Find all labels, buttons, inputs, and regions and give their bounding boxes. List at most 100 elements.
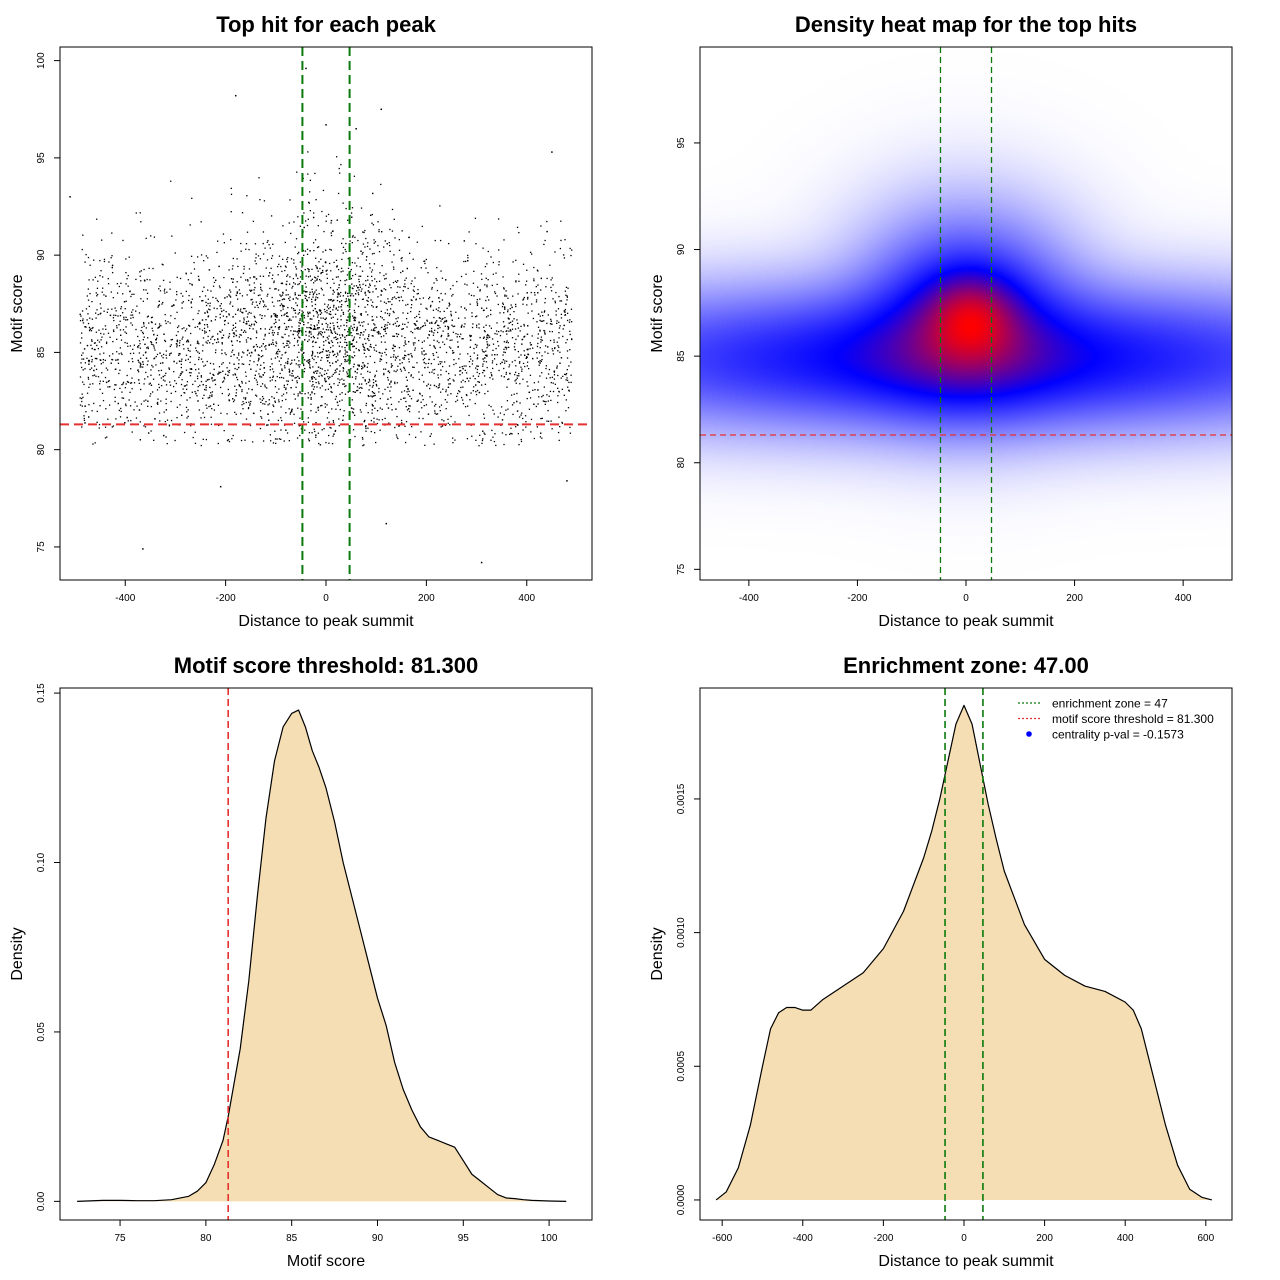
- scatter-point: [337, 192, 340, 195]
- scatter-point: [277, 353, 279, 355]
- scatter-point: [284, 265, 287, 267]
- scatter-point: [490, 327, 493, 329]
- scatter-point: [500, 330, 502, 332]
- scatter-point: [123, 316, 125, 318]
- scatter-point: [369, 343, 372, 346]
- scatter-point: [154, 418, 156, 420]
- scatter-point: [200, 444, 202, 447]
- scatter-point: [325, 380, 327, 383]
- scatter-point: [91, 327, 93, 330]
- scatter-point: [285, 398, 287, 401]
- scatter-point: [238, 384, 240, 386]
- scatter-point: [329, 346, 332, 349]
- scatter-point: [147, 405, 149, 407]
- scatter-point: [380, 310, 382, 312]
- scatter-point: [210, 320, 213, 322]
- scatter-point: [293, 262, 295, 264]
- scatter-point: [299, 364, 301, 366]
- scatter-point: [81, 332, 83, 334]
- scatter-point: [405, 420, 408, 423]
- scatter-point: [544, 239, 546, 242]
- scatter-point: [132, 360, 134, 363]
- scatter-point: [433, 443, 435, 445]
- scatter-point: [543, 386, 545, 388]
- scatter-point: [277, 350, 279, 353]
- scatter-point: [392, 266, 395, 268]
- scatter-point: [165, 357, 168, 359]
- scatter-point: [208, 329, 211, 332]
- scatter-point: [220, 303, 222, 305]
- scatter-point: [337, 384, 339, 386]
- scatter-point: [483, 417, 486, 419]
- scatter-point: [510, 321, 512, 324]
- scatter-point: [547, 352, 549, 354]
- scatter-point: [469, 399, 471, 401]
- scatter-point: [272, 339, 274, 341]
- scatter-point: [342, 415, 345, 417]
- scatter-point: [228, 362, 231, 364]
- scatter-point: [320, 334, 323, 336]
- scatter-point: [313, 336, 315, 339]
- scatter-point: [383, 372, 385, 375]
- scatter-point: [287, 294, 289, 296]
- scatter-point: [292, 298, 294, 300]
- scatter-point: [87, 359, 90, 362]
- scatter-point: [373, 421, 375, 423]
- scatter-point: [303, 314, 305, 317]
- scatter-point: [152, 330, 154, 332]
- scatter-point: [230, 278, 233, 280]
- scatter-point: [138, 379, 140, 381]
- scatter-point: [189, 224, 191, 226]
- scatter-point: [79, 319, 82, 322]
- scatter-point: [178, 376, 180, 379]
- scatter-point: [310, 403, 312, 405]
- scatter-point: [263, 372, 266, 374]
- scatter-point: [222, 233, 225, 235]
- scatter-point: [420, 431, 422, 433]
- scatter-point: [104, 437, 107, 439]
- scatter-point: [378, 331, 380, 334]
- scatter-point: [423, 340, 425, 342]
- scatter-point: [248, 311, 250, 314]
- scatter-point: [425, 258, 428, 261]
- x-tick-label: 0: [323, 593, 329, 604]
- scatter-point: [520, 440, 523, 443]
- scatter-point: [235, 413, 237, 415]
- scatter-point: [320, 317, 322, 319]
- scatter-point: [491, 354, 493, 356]
- scatter-point: [554, 383, 556, 386]
- scatter-point: [532, 357, 534, 360]
- scatter-point: [570, 308, 573, 310]
- scatter-point: [335, 308, 337, 310]
- scatter-point: [88, 359, 90, 362]
- scatter-point: [99, 388, 101, 390]
- scatter-point: [351, 407, 353, 410]
- scatter-point: [337, 359, 339, 361]
- scatter-point: [231, 351, 233, 353]
- scatter-point: [220, 412, 222, 414]
- scatter-point: [142, 366, 144, 368]
- scatter-point: [368, 286, 370, 288]
- scatter-point: [566, 295, 568, 297]
- density-area: [77, 710, 567, 1202]
- scatter-point: [321, 396, 323, 398]
- scatter-point: [174, 380, 176, 382]
- scatter-point: [478, 327, 480, 329]
- scatter-point: [137, 335, 139, 338]
- scatter-point: [268, 275, 270, 277]
- scatter-point: [434, 329, 436, 331]
- scatter-point: [393, 254, 395, 256]
- scatter-point: [84, 422, 86, 424]
- scatter-point: [471, 315, 473, 318]
- scatter-point: [228, 369, 231, 372]
- scatter-point: [158, 304, 161, 306]
- scatter-point: [314, 328, 316, 330]
- scatter-point: [557, 308, 560, 310]
- scatter-point: [463, 326, 465, 328]
- scatter-point: [194, 431, 196, 433]
- scatter-point: [245, 418, 248, 420]
- scatter-point: [278, 328, 280, 330]
- scatter-point: [138, 340, 141, 342]
- scatter-point: [536, 351, 538, 354]
- scatter-point: [433, 345, 435, 347]
